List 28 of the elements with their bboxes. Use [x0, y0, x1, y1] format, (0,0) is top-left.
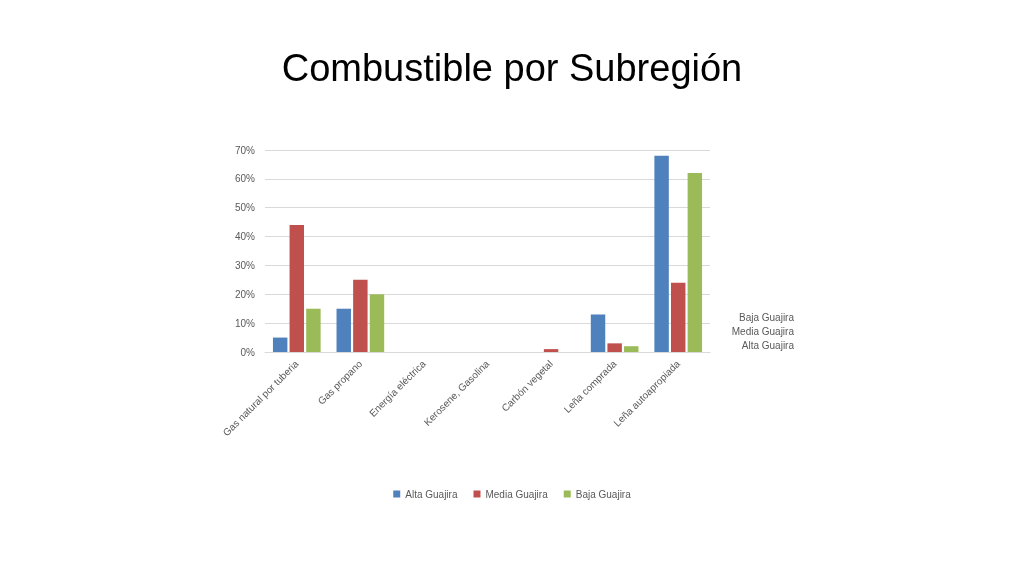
chart-title: Combustible por Subregión: [281, 47, 743, 89]
bar: [607, 343, 622, 352]
y-tick-label: 60%: [234, 173, 256, 185]
bar: [272, 337, 288, 352]
legend-label: Baja Guajira: [575, 488, 632, 500]
y-tick-label: 40%: [234, 231, 256, 243]
bar: [306, 308, 321, 352]
y-tick-label: 50%: [234, 202, 256, 214]
bar: [289, 225, 305, 352]
bar: [590, 314, 606, 352]
y-tick-label: 10%: [234, 317, 256, 329]
legend-label: Media Guajira: [485, 488, 549, 500]
bar: [670, 282, 686, 352]
text: Media Guajira: [731, 325, 794, 337]
bar: [687, 173, 703, 352]
bar: [624, 346, 639, 352]
bar: [353, 279, 368, 352]
legend-label: Alta Guajira: [405, 488, 458, 500]
bar: [654, 155, 669, 352]
y-tick-label: 70%: [234, 144, 256, 156]
text: Alta Guajira: [741, 339, 794, 351]
bar: [369, 294, 385, 352]
text: Baja Guajira: [738, 311, 794, 323]
y-tick-label: 30%: [234, 259, 256, 271]
y-tick-label: 20%: [234, 288, 256, 300]
bar: [336, 308, 351, 352]
y-tick-label: 0%: [240, 346, 256, 358]
bar: [543, 349, 559, 352]
